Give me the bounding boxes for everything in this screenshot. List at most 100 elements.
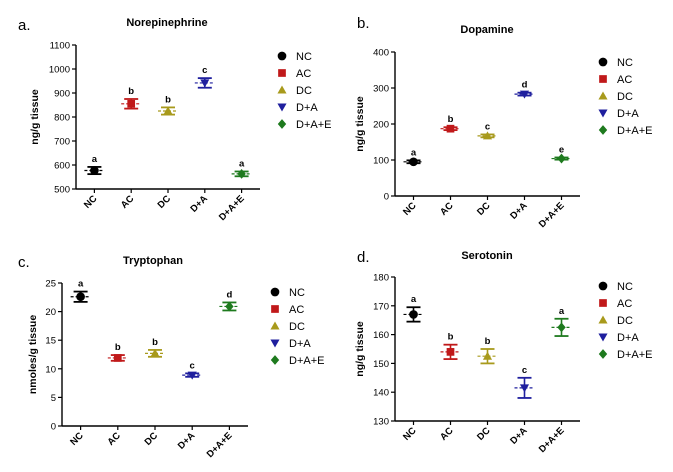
x-tick-label-ac: AC bbox=[119, 193, 137, 211]
y-tick-label: 800 bbox=[54, 113, 70, 124]
x-tick-label-dplusa: D+A bbox=[508, 200, 530, 222]
y-axis-label: nmoles/g tissue bbox=[27, 315, 39, 395]
significance-letter-nc: a bbox=[411, 147, 417, 158]
y-tick-label: 5 bbox=[51, 393, 56, 404]
x-tick-label-dc: DC bbox=[156, 193, 174, 211]
x-tick-label-nc: NC bbox=[68, 430, 86, 448]
significance-letter-ac: b bbox=[448, 332, 454, 343]
significance-letter-dplusapluse: a bbox=[239, 158, 245, 169]
x-tick-label-dplusa: D+A bbox=[189, 193, 211, 215]
y-axis-label: ng/g tissue bbox=[354, 96, 366, 152]
x-tick-label-dplusa: D+A bbox=[508, 425, 530, 447]
significance-letter-dc: b bbox=[485, 336, 491, 347]
panel-label: d. bbox=[357, 249, 370, 266]
y-tick-label: 300 bbox=[373, 84, 389, 95]
data-point-dplusapluse bbox=[237, 168, 246, 179]
legend-label-dplusapluse: D+A+E bbox=[296, 119, 331, 131]
significance-letter-dplusa: c bbox=[190, 360, 195, 371]
chart-title: Serotonin bbox=[461, 250, 513, 262]
legend-marker-nc bbox=[277, 51, 287, 61]
y-tick-label: 170 bbox=[373, 301, 389, 312]
data-point-nc bbox=[409, 157, 418, 167]
significance-letter-dc: c bbox=[485, 121, 490, 132]
x-tick-label-dc: DC bbox=[475, 425, 493, 443]
legend-marker-dplusapluse bbox=[270, 355, 280, 365]
x-tick-label-nc: NC bbox=[401, 200, 419, 218]
data-point-dplusa bbox=[187, 371, 197, 380]
y-tick-label: 700 bbox=[54, 137, 70, 148]
y-tick-label: 400 bbox=[373, 48, 389, 59]
y-tick-label: 150 bbox=[373, 359, 389, 370]
y-tick-label: 100 bbox=[373, 156, 389, 167]
legend-marker-nc bbox=[598, 57, 608, 67]
x-tick-label-ac: AC bbox=[438, 200, 456, 218]
significance-letter-nc: a bbox=[78, 279, 84, 290]
data-point-dplusa bbox=[519, 90, 530, 99]
legend-marker-ac bbox=[271, 305, 279, 313]
legend-label-ac: AC bbox=[289, 304, 304, 316]
x-tick-label-dplusapluse: D+A+E bbox=[537, 425, 567, 455]
y-tick-label: 25 bbox=[45, 279, 56, 290]
significance-letter-nc: a bbox=[411, 294, 417, 305]
legend-marker-dplusa bbox=[277, 103, 287, 112]
x-tick-label-dplusapluse: D+A+E bbox=[537, 200, 567, 230]
chart-title: Norepinephrine bbox=[126, 17, 207, 29]
legend-label-ac: AC bbox=[617, 74, 632, 86]
legend-label-nc: NC bbox=[289, 287, 305, 299]
data-point-dplusapluse bbox=[557, 322, 566, 333]
significance-letter-dc: b bbox=[165, 94, 171, 105]
legend-marker-dplusapluse bbox=[598, 125, 608, 135]
data-point-dc bbox=[163, 106, 173, 115]
legend-label-nc: NC bbox=[617, 57, 633, 69]
data-point-ac bbox=[446, 348, 455, 356]
significance-letter-dplusapluse: d bbox=[226, 289, 232, 300]
panel-dopamine: b. Dopamine 0 100 200 300 400 ng/g tissue NC a AC b… bbox=[354, 15, 652, 230]
significance-letter-nc: a bbox=[92, 154, 98, 165]
legend-label-dplusa: D+A bbox=[617, 108, 639, 120]
data-point-dc bbox=[150, 348, 160, 357]
panel-serotonin: d. Serotonin 130 140 150 160 170 180 ng/g tissue… bbox=[354, 249, 652, 455]
panel-label: a. bbox=[18, 17, 31, 34]
legend-marker-nc bbox=[598, 281, 608, 291]
legend-label-dc: DC bbox=[617, 91, 633, 103]
y-tick-label: 140 bbox=[373, 388, 389, 399]
panel-label: c. bbox=[18, 254, 30, 271]
y-tick-label: 1000 bbox=[49, 65, 70, 76]
legend-marker-dc bbox=[270, 321, 280, 330]
x-tick-label-dc: DC bbox=[143, 430, 161, 448]
significance-letter-ac: b bbox=[115, 342, 121, 353]
data-point-ac bbox=[127, 99, 136, 108]
x-tick-label-ac: AC bbox=[438, 425, 456, 443]
x-tick-label-dc: DC bbox=[475, 200, 493, 218]
y-tick-label: 15 bbox=[45, 336, 56, 347]
legend-marker-dc bbox=[277, 85, 287, 94]
y-tick-label: 10 bbox=[45, 364, 56, 375]
legend-marker-dplusapluse bbox=[277, 119, 287, 129]
significance-letter-dplusapluse: a bbox=[559, 306, 565, 317]
y-axis-label: ng/g tissue bbox=[29, 89, 41, 145]
panel-norepinephrine: a. Norepinephrine 500 600 700 800 900 1000 1100 n… bbox=[18, 17, 331, 223]
x-tick-label-dplusa: D+A bbox=[176, 430, 198, 452]
legend-label-dplusa: D+A bbox=[296, 102, 318, 114]
data-point-nc bbox=[90, 166, 99, 175]
y-tick-label: 200 bbox=[373, 120, 389, 131]
significance-letter-ac: b bbox=[448, 114, 454, 125]
data-point-ac bbox=[446, 124, 455, 133]
legend-label-ac: AC bbox=[617, 298, 632, 310]
legend-marker-dplusa bbox=[270, 339, 280, 348]
data-point-dc bbox=[482, 351, 493, 360]
chart-title: Tryptophan bbox=[123, 255, 183, 267]
x-tick-label-nc: NC bbox=[401, 425, 419, 443]
chart-title: Dopamine bbox=[460, 24, 513, 36]
data-point-nc bbox=[409, 310, 418, 319]
panel-tryptophan: c. Tryptophan 0 5 10 15 20 25 nmoles/g tissue NC a… bbox=[18, 254, 324, 460]
legend-label-dplusapluse: D+A+E bbox=[289, 355, 324, 367]
panel-label: b. bbox=[357, 15, 370, 32]
legend-marker-dplusa bbox=[598, 109, 608, 118]
significance-letter-dplusa: c bbox=[202, 65, 207, 76]
data-point-dplusapluse bbox=[225, 301, 234, 312]
legend-marker-dc bbox=[598, 315, 608, 324]
legend-label-ac: AC bbox=[296, 68, 311, 80]
x-tick-label-ac: AC bbox=[105, 430, 123, 448]
